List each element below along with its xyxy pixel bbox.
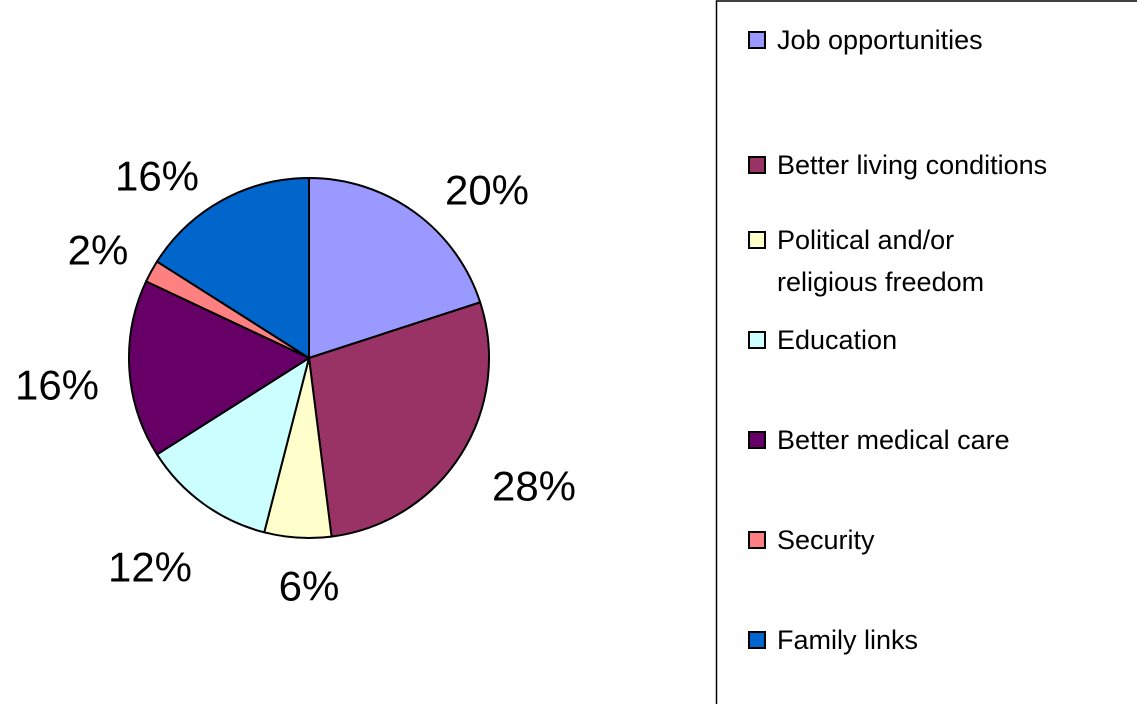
data-label-7: 16% bbox=[115, 153, 199, 200]
data-label-5: 16% bbox=[15, 362, 99, 409]
legend-swatch-1 bbox=[749, 32, 765, 48]
legend-label-2: Better living conditions bbox=[777, 150, 1047, 180]
legend-label-5: Better medical care bbox=[777, 425, 1010, 455]
legend-swatch-6 bbox=[749, 532, 765, 548]
legend: Job opportunities Better living condition… bbox=[717, 1, 1137, 704]
pie-slices bbox=[129, 178, 489, 538]
legend-label-7: Family links bbox=[777, 625, 918, 655]
data-label-2: 28% bbox=[492, 463, 576, 510]
legend-swatch-4 bbox=[749, 332, 765, 348]
legend-label-4: Education bbox=[777, 325, 897, 355]
data-label-1: 20% bbox=[445, 167, 529, 214]
legend-swatch-5 bbox=[749, 432, 765, 448]
data-label-6: 2% bbox=[68, 227, 129, 274]
legend-swatch-2 bbox=[749, 157, 765, 173]
data-label-3: 6% bbox=[279, 563, 340, 610]
legend-label-3-line-2: religious freedom bbox=[777, 267, 984, 297]
legend-swatch-7 bbox=[749, 632, 765, 648]
legend-label-1: Job opportunities bbox=[777, 25, 983, 55]
legend-label-6: Security bbox=[777, 525, 875, 555]
legend-label-3-line-1: Political and/or bbox=[777, 225, 954, 255]
data-label-4: 12% bbox=[108, 544, 192, 591]
legend-swatch-3 bbox=[749, 232, 765, 248]
